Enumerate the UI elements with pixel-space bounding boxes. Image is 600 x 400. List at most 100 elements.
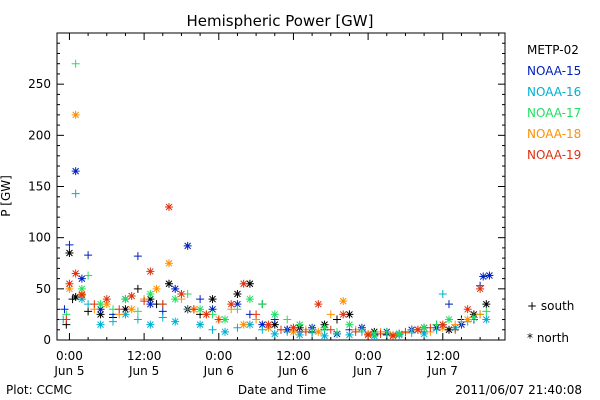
legend-entry: NOAA-17: [527, 106, 581, 120]
south-point: [84, 307, 93, 316]
south-point: [90, 300, 99, 309]
north-point: [289, 327, 298, 336]
north-point: [165, 259, 173, 268]
south-point: [445, 300, 453, 309]
north-point: [146, 267, 155, 276]
x-tick-time: 0:00: [205, 349, 232, 363]
south-point: [426, 323, 435, 332]
y-axis-label: P [GW]: [0, 175, 13, 217]
x-tick-time: 12:00: [127, 349, 162, 363]
north-point: [65, 279, 74, 288]
data-points: [59, 59, 494, 340]
y-tick-label: 250: [28, 77, 51, 91]
north-point: [270, 329, 279, 338]
south-point: [476, 310, 485, 319]
north-point: [77, 284, 86, 293]
north-point: [96, 305, 105, 314]
plot-axes: [56, 32, 506, 341]
north-point: [196, 305, 205, 314]
south-point: [133, 315, 142, 324]
north-point: [71, 167, 80, 176]
north-point: [121, 295, 130, 304]
south-point: [84, 271, 93, 280]
north-point: [165, 279, 173, 288]
north-point: [482, 315, 491, 324]
south-point: [326, 310, 335, 319]
north-point: [420, 329, 429, 338]
north-point: [171, 317, 180, 326]
south-point: [438, 289, 447, 298]
north-point: [395, 329, 404, 338]
north-point: [320, 323, 329, 332]
south-point: [258, 300, 267, 309]
plot-credit: Plot: CCMC: [6, 383, 72, 397]
north-point: [314, 300, 323, 309]
north-point: [469, 313, 478, 322]
north-point: [77, 295, 86, 304]
north-point: [314, 327, 323, 336]
legend-entry: NOAA-18: [527, 127, 581, 141]
south-point: [133, 307, 142, 316]
x-tick-date: Jun 6: [277, 364, 308, 378]
north-point: [208, 295, 217, 304]
x-tick-date: Jun 5: [128, 364, 159, 378]
plot-timestamp: 2011/06/07 21:40:08: [455, 383, 582, 397]
south-point: [71, 189, 80, 198]
north-point: [65, 249, 74, 258]
north-point: [245, 279, 254, 288]
north-point: [146, 300, 155, 309]
south-point: [115, 305, 124, 314]
north-point: [370, 329, 379, 338]
north-point: [171, 284, 180, 293]
north-point: [320, 331, 329, 340]
north-point: [485, 271, 494, 280]
y-tick-labels: 0 50 100 150 200 250: [28, 77, 51, 347]
legend: METP-02 NOAA-15 NOAA-16 NOAA-17 NOAA-18 NOAA-…: [527, 43, 581, 162]
north-point: [208, 305, 217, 314]
marker-legend-entry: + south: [527, 299, 574, 313]
y-tick-label: 50: [36, 282, 51, 296]
north-point: [102, 295, 111, 304]
y-tick-label: 200: [28, 128, 51, 142]
north-point: [270, 310, 279, 319]
x-tick-date: Jun 7: [427, 364, 458, 378]
north-point: [245, 320, 254, 329]
south-point: [71, 59, 80, 68]
north-point: [463, 305, 472, 314]
north-point: [77, 290, 86, 299]
south-point: [258, 325, 267, 334]
south-point: [482, 307, 491, 316]
north-point: [233, 289, 242, 298]
x-tick-date: Jun 6: [203, 364, 234, 378]
south-point: [401, 327, 410, 336]
series-noaa-19: [62, 202, 485, 340]
north-point: [264, 320, 273, 329]
north-point: [339, 310, 348, 319]
north-point: [476, 284, 485, 293]
north-point: [127, 305, 136, 314]
north-point: [479, 272, 488, 281]
north-point: [258, 320, 267, 329]
north-point: [71, 293, 80, 302]
north-point: [71, 269, 80, 278]
north-point: [438, 320, 447, 329]
north-point: [146, 295, 155, 304]
x-tick-time: 12:00: [425, 349, 460, 363]
north-point: [121, 305, 130, 314]
north-point: [413, 325, 422, 334]
south-point: [60, 305, 69, 314]
south-point: [333, 315, 341, 324]
north-point: [445, 315, 453, 324]
south-point: [451, 325, 460, 334]
south-point: [233, 323, 242, 332]
series-noaa-18: [65, 110, 485, 339]
north-point: [345, 310, 354, 319]
x-tick-time: 0:00: [355, 349, 382, 363]
south-point: [376, 329, 385, 338]
south-point: [189, 305, 198, 314]
north-point: [233, 300, 242, 309]
south-point: [277, 325, 285, 334]
north-point: [221, 315, 229, 324]
